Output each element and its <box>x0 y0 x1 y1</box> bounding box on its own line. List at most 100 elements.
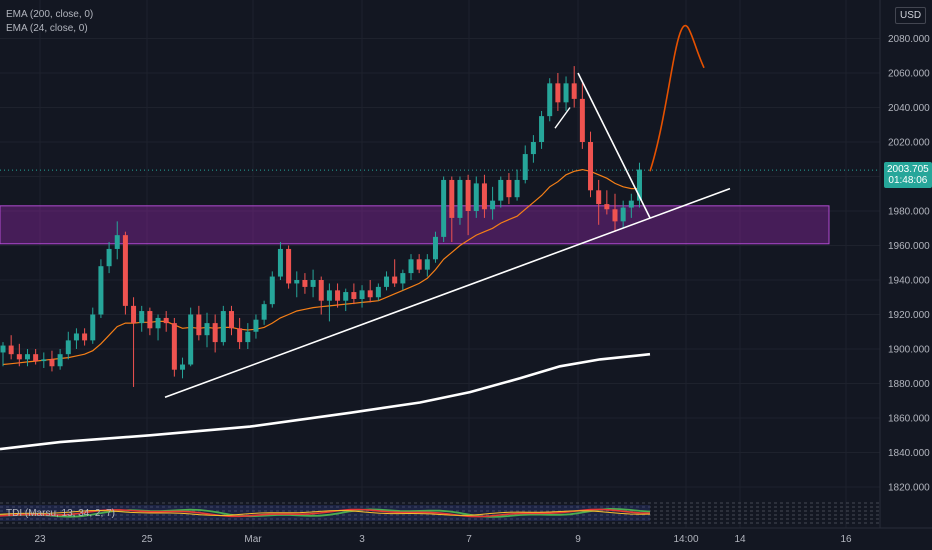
legend-ema-200[interactable]: EMA (200, close, 0) <box>6 9 94 20</box>
candle-body <box>8 345 14 355</box>
tdi-red-line <box>0 508 651 518</box>
candle <box>588 131 594 198</box>
candle <box>82 328 88 346</box>
candle <box>571 66 577 108</box>
candle <box>286 245 292 289</box>
candle <box>245 323 251 349</box>
candle-body <box>555 83 561 103</box>
candle-body <box>392 276 398 284</box>
candle-body <box>196 314 202 336</box>
price-tick-label: 1900.000 <box>888 345 930 356</box>
candle <box>269 271 275 308</box>
candle <box>318 276 324 315</box>
candle <box>0 342 6 367</box>
candle <box>384 271 390 291</box>
candle-body <box>539 116 545 142</box>
price-tick-label: 2060.000 <box>888 69 930 80</box>
candle <box>351 283 357 305</box>
candle <box>24 349 30 367</box>
candle-body <box>277 248 283 277</box>
candle-body <box>65 340 71 355</box>
candle <box>555 73 561 111</box>
candle-body <box>343 292 349 301</box>
candle <box>547 78 553 122</box>
candle-body <box>114 235 120 249</box>
candle <box>114 221 120 260</box>
price-tick-label: 1980.000 <box>888 207 930 218</box>
time-tick-label: 7 <box>466 534 472 545</box>
candle-body <box>400 273 406 284</box>
bar-countdown: 01:48:06 <box>888 175 928 186</box>
time-axis: 23 25 Mar 3 7 9 14:00 14 16 <box>0 527 932 545</box>
candle <box>367 280 373 303</box>
candle-body <box>449 179 455 218</box>
time-tick-label: 9 <box>575 534 581 545</box>
candle-body <box>506 179 512 198</box>
candle <box>514 169 520 201</box>
candle <box>359 285 365 308</box>
purple-zone-box <box>0 205 830 245</box>
candle <box>465 174 471 236</box>
candle <box>343 288 349 312</box>
candle <box>506 173 512 205</box>
time-tick-label: 16 <box>840 534 852 545</box>
candle <box>490 186 496 220</box>
candle <box>596 179 602 225</box>
candle <box>392 259 398 287</box>
candle <box>530 135 536 163</box>
candle-body <box>237 328 243 343</box>
candle-body <box>49 359 55 367</box>
time-tick-label: 14:00 <box>673 534 698 545</box>
candle-body <box>498 179 504 201</box>
candle-body <box>90 314 96 341</box>
candle-body <box>522 154 528 180</box>
price-tick-label: 1940.000 <box>888 276 930 287</box>
candle-body <box>286 248 292 284</box>
candle <box>180 357 186 379</box>
currency-button[interactable]: USD <box>895 7 927 24</box>
candle <box>424 254 430 277</box>
price-tick-label: 1920.000 <box>888 310 930 321</box>
chart-grid <box>0 0 880 528</box>
time-tick-label: 23 <box>34 534 46 545</box>
candle <box>310 269 316 298</box>
candle <box>16 343 22 367</box>
candle <box>604 190 610 215</box>
candle <box>432 231 438 263</box>
candle-body <box>563 83 569 103</box>
candle <box>335 283 341 308</box>
time-tick-label: 14 <box>734 534 746 545</box>
candle-body <box>245 331 251 343</box>
legend-ema-24[interactable]: EMA (24, close, 0) <box>6 23 88 34</box>
candle <box>155 314 161 341</box>
candle <box>253 314 259 339</box>
candle-body <box>253 319 259 332</box>
candle-body <box>408 259 414 274</box>
candle-body <box>57 354 63 367</box>
candle <box>90 307 96 344</box>
candle-body <box>204 323 210 336</box>
candle <box>261 300 267 325</box>
time-tick-label: 3 <box>359 534 365 545</box>
candlesticks <box>0 66 642 387</box>
candle <box>220 305 226 346</box>
candle <box>375 283 381 301</box>
legend-tdi[interactable]: TDI (Marsu, 13, 34, 2, 7) <box>6 508 115 519</box>
price-tick-label: 1820.000 <box>888 483 930 494</box>
time-tick-label: Mar <box>244 534 262 545</box>
candle-body <box>269 276 275 305</box>
candle <box>171 317 177 377</box>
small-trend-stroke <box>554 107 571 129</box>
candle-body <box>24 354 30 360</box>
candle-body <box>73 333 79 341</box>
candle-body <box>302 280 308 287</box>
candle <box>408 254 414 280</box>
ema-200-path <box>0 352 651 451</box>
candle-body <box>122 235 128 306</box>
candle <box>196 305 202 341</box>
candle <box>65 331 71 360</box>
candle-body <box>139 311 145 324</box>
candle-body <box>359 290 365 299</box>
price-tick-label: 1960.000 <box>888 241 930 252</box>
